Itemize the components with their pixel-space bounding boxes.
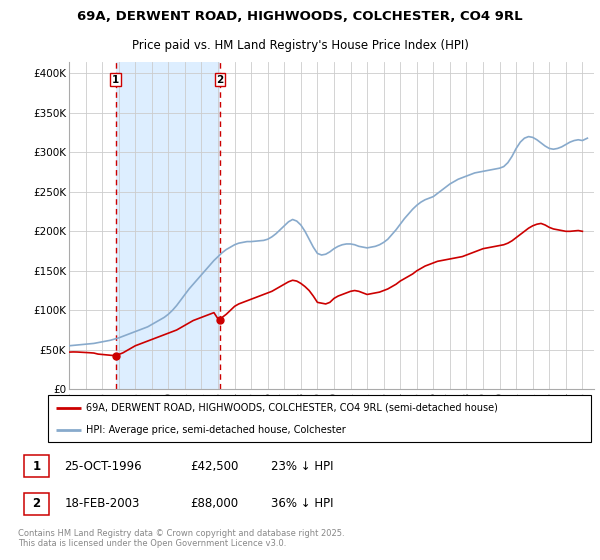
Text: 69A, DERWENT ROAD, HIGHWOODS, COLCHESTER, CO4 9RL: 69A, DERWENT ROAD, HIGHWOODS, COLCHESTER… <box>77 10 523 23</box>
Text: 25-OCT-1996: 25-OCT-1996 <box>64 460 142 473</box>
Text: Price paid vs. HM Land Registry's House Price Index (HPI): Price paid vs. HM Land Registry's House … <box>131 39 469 53</box>
Text: £88,000: £88,000 <box>190 497 238 511</box>
Text: 2: 2 <box>32 497 41 511</box>
Text: 23% ↓ HPI: 23% ↓ HPI <box>271 460 334 473</box>
Text: HPI: Average price, semi-detached house, Colchester: HPI: Average price, semi-detached house,… <box>86 424 346 435</box>
Text: 2: 2 <box>217 74 224 85</box>
Text: 18-FEB-2003: 18-FEB-2003 <box>64 497 140 511</box>
Text: 36% ↓ HPI: 36% ↓ HPI <box>271 497 334 511</box>
Text: 69A, DERWENT ROAD, HIGHWOODS, COLCHESTER, CO4 9RL (semi-detached house): 69A, DERWENT ROAD, HIGHWOODS, COLCHESTER… <box>86 403 498 413</box>
Text: £42,500: £42,500 <box>190 460 239 473</box>
FancyBboxPatch shape <box>48 395 591 442</box>
Text: 1: 1 <box>32 460 41 473</box>
FancyBboxPatch shape <box>24 493 49 515</box>
Text: 1: 1 <box>112 74 119 85</box>
Text: Contains HM Land Registry data © Crown copyright and database right 2025.
This d: Contains HM Land Registry data © Crown c… <box>18 529 344 548</box>
FancyBboxPatch shape <box>24 455 49 478</box>
Bar <box>116 62 220 389</box>
